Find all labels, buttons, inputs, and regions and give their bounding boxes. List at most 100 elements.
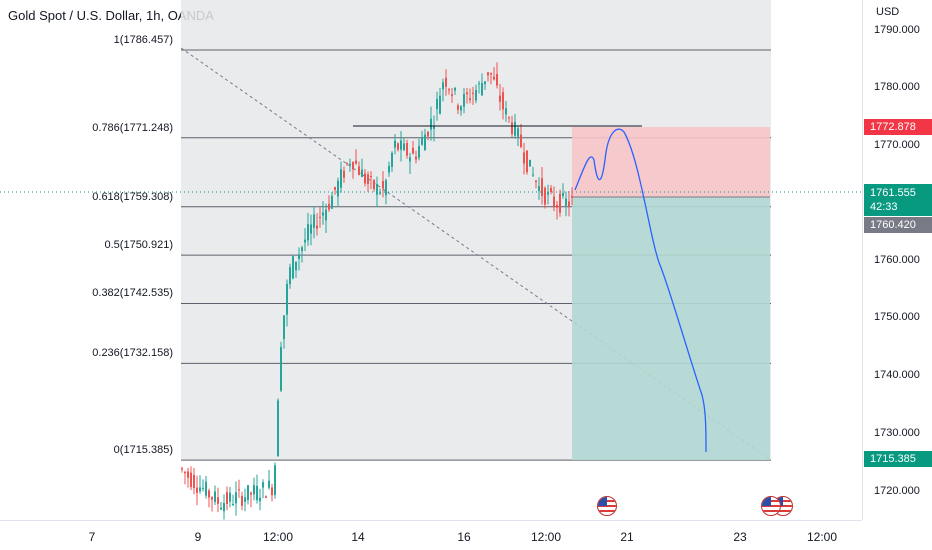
candle <box>313 206 315 239</box>
candle <box>259 488 261 511</box>
candle <box>355 149 357 165</box>
candle <box>517 125 519 146</box>
time-tick: 12:00 <box>530 530 562 544</box>
time-tick: 7 <box>88 530 96 544</box>
candle <box>280 341 282 392</box>
candle <box>469 88 471 104</box>
time-tick: 23 <box>733 530 747 544</box>
candle <box>415 150 417 164</box>
candle <box>292 255 294 280</box>
candle <box>331 191 333 210</box>
candle <box>376 176 378 207</box>
candle <box>394 133 396 155</box>
projection-path[interactable] <box>574 128 707 453</box>
bar-countdown: 42:33 <box>870 201 898 213</box>
candle <box>439 87 441 115</box>
candle <box>424 128 426 151</box>
candle <box>481 73 483 97</box>
stop-loss-price-tag: 1772.878 <box>864 119 932 135</box>
candle <box>448 87 450 95</box>
candle <box>262 479 264 499</box>
candle <box>229 487 231 508</box>
candle <box>460 105 462 116</box>
candle <box>454 86 456 96</box>
candle <box>544 186 546 209</box>
candle <box>184 470 186 485</box>
candle <box>253 477 255 501</box>
candle <box>328 195 330 212</box>
time-tick: 12:00 <box>262 530 294 544</box>
us-flag-icon[interactable] <box>597 496 617 516</box>
candle <box>187 467 189 488</box>
candle <box>367 171 369 192</box>
candle <box>325 203 327 233</box>
current-price-tag: 1761.555 42:33 <box>864 184 932 216</box>
time-tick: 16 <box>457 530 471 544</box>
price-tick: 1790.000 <box>874 24 920 36</box>
candle <box>334 186 336 195</box>
candle <box>190 466 192 491</box>
fib-level-label: 0(1715.385) <box>113 444 173 457</box>
candle <box>316 213 318 236</box>
candle <box>226 486 228 511</box>
candle <box>391 151 393 172</box>
candle <box>382 171 384 198</box>
candle <box>379 188 381 196</box>
candle <box>565 191 567 217</box>
candle <box>220 502 222 511</box>
candle <box>403 137 405 152</box>
candle <box>241 491 243 511</box>
price-tick: 1770.000 <box>874 139 920 151</box>
candle <box>295 261 297 278</box>
price-tick: 1740.000 <box>874 369 920 381</box>
candle <box>508 116 510 124</box>
candle <box>502 87 504 120</box>
candle <box>541 167 543 205</box>
price-axis[interactable] <box>862 0 932 520</box>
price-tick: 1760.000 <box>874 254 920 266</box>
price-tick: 1730.000 <box>874 427 920 439</box>
candle <box>499 84 501 111</box>
us-flag-icon[interactable] <box>761 496 781 516</box>
risk-zone <box>572 127 770 197</box>
candle <box>283 315 285 349</box>
current-price: 1761.555 <box>870 187 916 199</box>
candle <box>340 161 342 193</box>
candle <box>478 80 480 94</box>
candle <box>265 495 267 499</box>
currency-label: USD <box>876 6 900 18</box>
candle <box>211 496 213 512</box>
candle <box>238 479 240 498</box>
candle <box>451 88 453 103</box>
candle <box>205 476 207 499</box>
candle <box>301 245 303 263</box>
time-axis[interactable]: 7 9 12:00 14 16 12:00 21 23 12:00 <box>0 520 862 550</box>
candle <box>433 115 435 142</box>
plot-area[interactable] <box>0 0 862 520</box>
candle <box>214 485 216 505</box>
candle <box>568 191 570 217</box>
fib-level-label: 0.5(1750.921) <box>104 239 174 252</box>
candle <box>232 494 234 507</box>
candle <box>235 481 237 516</box>
chart-title: Gold Spot / U.S. Dollar, 1h, OANDA <box>8 8 214 23</box>
candle <box>319 207 321 228</box>
candle <box>475 84 477 104</box>
candle <box>493 67 495 81</box>
candle <box>286 279 288 327</box>
candle <box>361 158 363 178</box>
fib-level-label: 0.618(1759.308) <box>92 190 173 203</box>
candle <box>472 86 474 105</box>
candle <box>400 130 402 162</box>
candle <box>181 466 183 473</box>
candle <box>223 494 225 520</box>
fib-level-label: 0.786(1771.248) <box>92 121 173 134</box>
candle <box>550 185 552 195</box>
candle <box>247 485 249 505</box>
candle <box>385 178 387 205</box>
fib-level-label: 0.382(1742.535) <box>92 287 173 300</box>
candle <box>349 158 351 172</box>
time-tick: 14 <box>351 530 365 544</box>
candle <box>196 475 198 506</box>
candle <box>505 100 507 122</box>
